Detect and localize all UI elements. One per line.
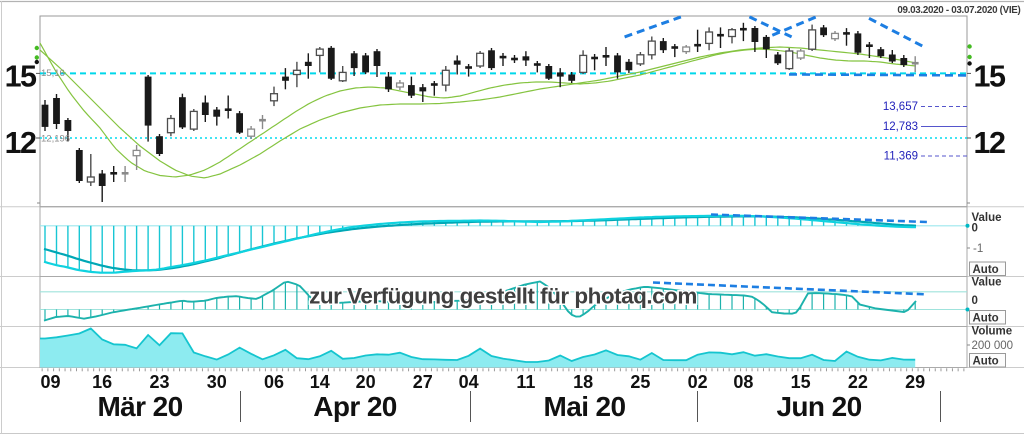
svg-text:14: 14 xyxy=(310,372,330,392)
svg-text:Volume: Volume xyxy=(972,326,1013,338)
svg-text:Auto: Auto xyxy=(973,312,999,324)
svg-text:-1: -1 xyxy=(973,243,983,255)
svg-text:Mai 20: Mai 20 xyxy=(544,391,626,422)
svg-text:15: 15 xyxy=(791,372,811,392)
svg-text:12: 12 xyxy=(974,126,1005,160)
svg-text:23: 23 xyxy=(149,372,169,392)
svg-text:09.03.2020 - 03.07.2020 (VIE): 09.03.2020 - 03.07.2020 (VIE) xyxy=(897,5,1020,16)
svg-text:22: 22 xyxy=(848,372,868,392)
svg-text:Auto: Auto xyxy=(973,355,999,367)
svg-text:Jun 20: Jun 20 xyxy=(776,391,861,422)
svg-text:0: 0 xyxy=(972,223,978,235)
svg-text:Value: Value xyxy=(972,212,1002,224)
svg-text:13,657: 13,657 xyxy=(883,101,918,113)
svg-text:18: 18 xyxy=(573,372,593,392)
svg-text:11,369: 11,369 xyxy=(884,151,918,163)
svg-text:25: 25 xyxy=(630,372,650,392)
svg-text:02: 02 xyxy=(688,372,708,392)
svg-text:30: 30 xyxy=(207,372,227,392)
svg-text:04: 04 xyxy=(459,372,479,392)
svg-text:20: 20 xyxy=(356,372,376,392)
svg-text:06: 06 xyxy=(264,372,284,392)
svg-text:15: 15 xyxy=(974,60,1006,94)
svg-text:0: 0 xyxy=(972,295,978,307)
svg-text:200 000: 200 000 xyxy=(972,340,1014,352)
svg-text:15: 15 xyxy=(5,60,37,94)
svg-text:29: 29 xyxy=(905,372,925,392)
svg-text:16: 16 xyxy=(92,372,112,392)
svg-text:Auto: Auto xyxy=(973,264,999,276)
svg-text:12: 12 xyxy=(5,126,36,160)
svg-text:11: 11 xyxy=(516,372,535,392)
svg-text:12,196: 12,196 xyxy=(41,134,70,145)
svg-text:Mär 20: Mär 20 xyxy=(97,391,182,422)
svg-text:12,783: 12,783 xyxy=(883,121,918,133)
svg-text:15,16: 15,16 xyxy=(41,68,65,79)
svg-text:Apr 20: Apr 20 xyxy=(313,391,397,422)
svg-text:09: 09 xyxy=(40,372,60,392)
svg-text:zur Verfügung gestellt für pho: zur Verfügung gestellt für photaq.com xyxy=(309,284,697,309)
svg-text:27: 27 xyxy=(413,372,433,392)
svg-text:08: 08 xyxy=(733,372,753,392)
svg-text:Value: Value xyxy=(972,277,1002,289)
